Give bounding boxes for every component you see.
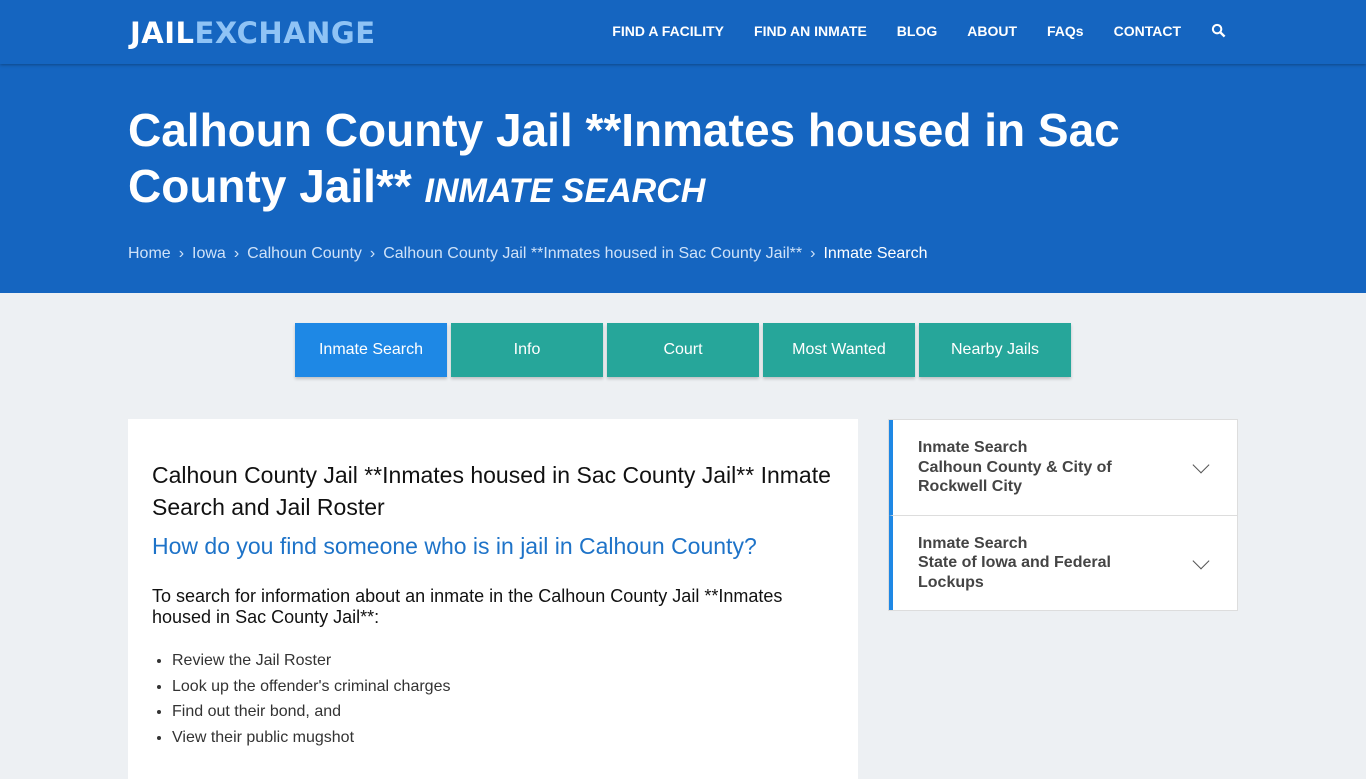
crumb-iowa[interactable]: Iowa [192,245,226,262]
accordion-subtitle: Calhoun County & City of Rockwell City [918,458,1112,496]
search-icon[interactable] [1211,23,1226,41]
nav-find-inmate[interactable]: FIND AN INMATE [754,23,867,39]
content-heading: Calhoun County Jail **Inmates housed in … [152,462,831,520]
chevron-right-icon: › [233,245,240,262]
accordion-subtitle: State of Iowa and Federal Lockups [918,554,1111,591]
title-subtitle: INMATE SEARCH [424,172,706,210]
nav-blog[interactable]: BLOG [896,23,938,39]
list-item: View their public mugshot [172,725,834,751]
accordion-title: Inmate Search [918,439,1028,456]
accordion-state-search[interactable]: Inmate Search State of Iowa and Federal L… [889,514,1237,610]
tab-info[interactable]: Info [451,323,603,377]
nav-contact[interactable]: CONTACT [1113,23,1181,39]
accordion-title: Inmate Search [918,534,1028,552]
logo-part1: JAIL [130,16,195,50]
tab-inmate-search[interactable]: Inmate Search [295,323,447,377]
crumb-home[interactable]: Home [128,245,171,262]
list-item: Find out their bond, and [172,699,834,725]
logo-part2: EXCHANGE [194,16,376,50]
chevron-right-icon: › [810,245,816,262]
nav-faqs[interactable]: FAQs [1047,23,1084,39]
chevron-down-icon [1192,552,1210,570]
nav-find-facility[interactable]: FIND A FACILITY [612,23,725,39]
crumb-jail[interactable]: Calhoun County Jail **Inmates housed in … [383,245,803,262]
hero: Calhoun County Jail **Inmates housed in … [0,64,1366,293]
tabs: Inmate Search Info Court Most Wanted Nea… [0,323,1366,377]
main-content: Calhoun County Jail **Inmates housed in … [128,419,858,779]
breadcrumb: Home › Iowa › Calhoun County › Calhoun Coun… [128,245,1366,263]
crumb-county[interactable]: Calhoun County [247,245,362,262]
top-nav: JAILEXCHANGE FIND A FACILITY FIND AN INM… [0,0,1366,64]
tab-most-wanted[interactable]: Most Wanted [763,323,915,377]
list-item: Look up the offender's criminal charges [172,674,834,700]
content-question: How do you find someone who is in jail i… [152,533,757,559]
bullet-list: Review the Jail Roster Look up the offen… [152,648,834,750]
logo[interactable]: JAILEXCHANGE [130,16,376,50]
sidebar: Inmate Search Calhoun County & City of Ro… [888,419,1238,611]
title-text: Calhoun County Jail **Inmates housed in … [128,104,1120,212]
list-item: Review the Jail Roster [172,648,834,674]
nav-about[interactable]: ABOUT [967,23,1018,39]
accordion-county-search[interactable]: Inmate Search Calhoun County & City of Ro… [889,420,1237,515]
chevron-right-icon: › [369,245,376,262]
page-title: Calhoun County Jail **Inmates housed in … [128,102,1248,219]
tab-nearby-jails[interactable]: Nearby Jails [919,323,1071,377]
content-intro: To search for information about an inmat… [152,586,783,627]
tab-court[interactable]: Court [607,323,759,377]
chevron-down-icon [1192,456,1210,474]
chevron-right-icon: › [178,245,185,262]
crumb-current: Inmate Search [823,245,928,262]
